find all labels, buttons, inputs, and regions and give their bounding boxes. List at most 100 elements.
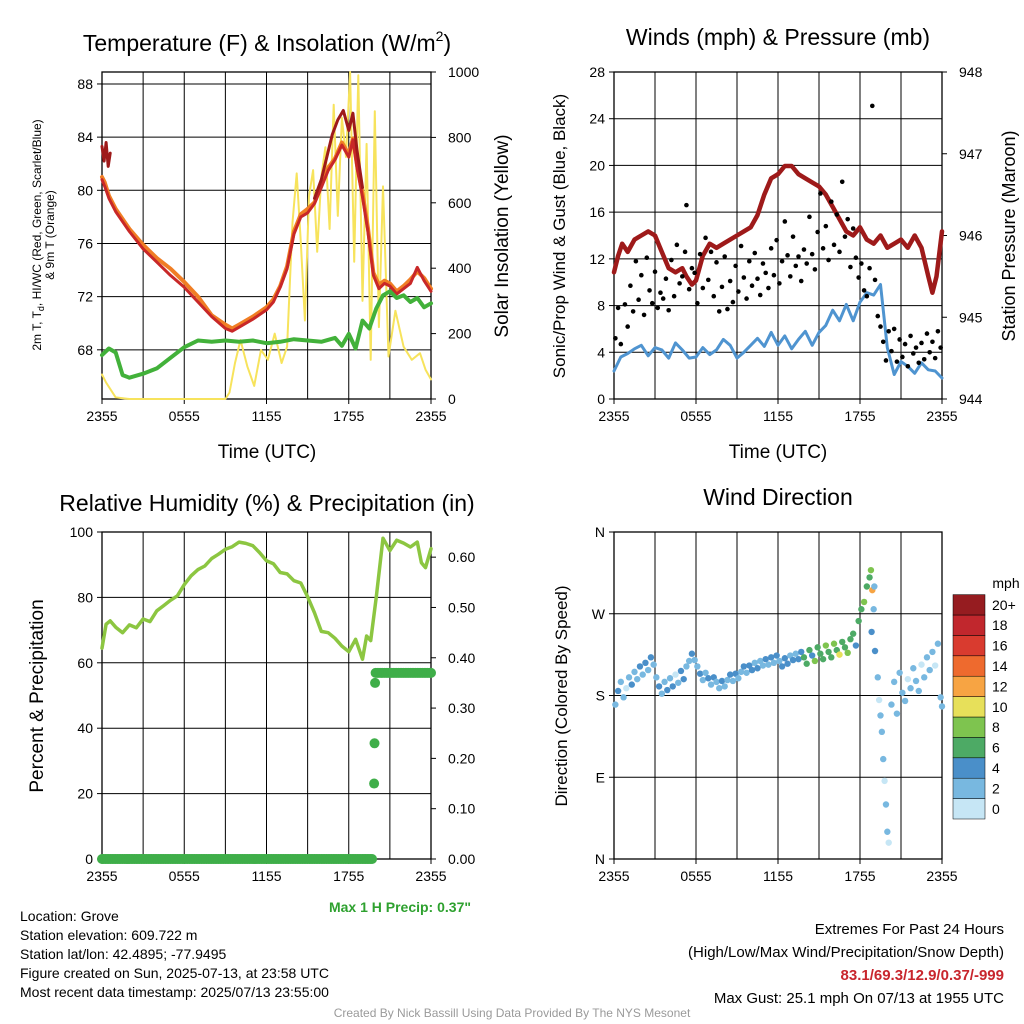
direction-point [776, 657, 783, 665]
gust-point [630, 309, 636, 314]
temperature-frame [101, 71, 432, 400]
colorbar-label: 4 [992, 760, 1000, 776]
temperature-panel-title: Temperature (F) & Insolation (W/m2) [83, 28, 451, 56]
colorbar-label: 10 [992, 699, 1008, 715]
winds-ytick-label: 20 [589, 157, 605, 173]
winds-y2tick-label: 947 [959, 146, 983, 162]
gust-point [655, 305, 661, 311]
direction-point [718, 677, 726, 685]
temperature-y2tick-label: 1000 [448, 64, 479, 80]
gust-point [788, 274, 793, 279]
gust-point [859, 261, 864, 266]
gust-point [919, 340, 924, 346]
direction-point [617, 678, 625, 686]
direction-point [762, 655, 769, 663]
gust-point [613, 335, 618, 341]
gust-point [839, 179, 845, 185]
direction-point [923, 654, 931, 661]
gust-point [684, 202, 689, 208]
winds-y2tick-label: 946 [959, 228, 983, 244]
winds-y2tick-label: 944 [959, 391, 983, 407]
direction-point [653, 674, 660, 681]
gust-point [853, 255, 859, 260]
gust-point [633, 258, 639, 264]
direction-left-axis-label: Direction (Colored By Speed) [552, 585, 571, 806]
gust-point [798, 278, 804, 284]
gust-point [875, 313, 881, 319]
direction-point [721, 683, 728, 690]
colorbar-label: 8 [992, 719, 1000, 735]
precip-point [367, 854, 378, 864]
station-elevation: Station elevation: 609.722 m [20, 927, 198, 943]
direction-point [644, 666, 652, 674]
gust-point [900, 354, 905, 360]
direction-point [614, 687, 622, 695]
winds-x-axis-label: Time (UTC) [729, 442, 828, 463]
gust-point [913, 345, 919, 350]
temperature-xtick-label: 2355 [86, 408, 117, 424]
direction-point [655, 683, 663, 690]
gust-point [812, 267, 818, 272]
extremes-values: 83.1/69.3/12.9/0.37/-999 [840, 967, 1004, 984]
direction-ytick-label: N [595, 851, 605, 867]
gust-point [779, 258, 785, 264]
temperature-ytick-label: 68 [77, 342, 93, 358]
gust-point [618, 341, 624, 347]
direction-point [819, 655, 827, 663]
gust-point [708, 249, 714, 255]
humidity-xtick-label: 1755 [333, 868, 364, 884]
winds-ytick-label: 12 [589, 251, 605, 267]
direction-point [934, 640, 942, 647]
colorbar-label: 18 [992, 617, 1008, 633]
direction-point [669, 683, 676, 690]
direction-point [784, 660, 791, 667]
colorbar-swatch [952, 798, 986, 820]
direction-point [685, 657, 693, 665]
gust-point [766, 285, 771, 291]
temperature-left-axis-label-line1: 2m T, Td, HI/WC (Red, Green, Scarlet/Blu… [30, 119, 46, 350]
direction-point [811, 657, 819, 665]
direction-point [754, 665, 761, 672]
temp-9m-line [100, 136, 433, 331]
colorbar-label: 12 [992, 678, 1008, 694]
direction-point [912, 677, 920, 685]
gust-point [727, 278, 733, 284]
gust-point [700, 285, 706, 291]
humidity-ytick-label: 40 [77, 720, 93, 736]
gust-point [870, 103, 875, 109]
gust-point [711, 293, 717, 299]
direction-point [841, 644, 849, 651]
temperature-xtick-label: 0555 [169, 408, 200, 424]
winds-xtick-label: 2355 [598, 408, 629, 424]
gust-point [897, 337, 902, 342]
precip-point [426, 667, 436, 678]
max-gust: Max Gust: 25.1 mph On 07/13 at 1955 UTC [713, 990, 1004, 1007]
heat-index-line [100, 109, 364, 200]
gust-point [891, 326, 897, 332]
winds-ytick-label: 16 [589, 204, 605, 220]
direction-point [836, 651, 843, 658]
humidity-y2tick-label: 0.10 [448, 801, 475, 817]
gust-point [644, 255, 650, 260]
gust-point [886, 328, 891, 334]
gust-point [834, 212, 840, 217]
gust-point [641, 312, 647, 318]
direction-point [737, 668, 745, 676]
gust-point [730, 299, 736, 305]
direction-ytick-label: S [596, 688, 605, 704]
direction-point [855, 617, 862, 625]
temperature-ytick-label: 80 [77, 182, 93, 198]
precip-point [369, 738, 380, 749]
humidity-y2tick-label: 0.40 [448, 650, 475, 666]
direction-point [871, 647, 879, 655]
gust-point [722, 254, 727, 259]
winds-xtick-label: 0555 [680, 408, 711, 424]
humidity-y2tick-label: 0.30 [448, 700, 475, 716]
gust-point [677, 281, 682, 286]
temperature-xtick-label: 1755 [333, 408, 364, 424]
gust-point [924, 331, 930, 336]
colorbar-label: 0 [992, 801, 1000, 817]
direction-point [748, 666, 756, 674]
direction-point [713, 678, 720, 686]
gust-point [927, 349, 932, 355]
